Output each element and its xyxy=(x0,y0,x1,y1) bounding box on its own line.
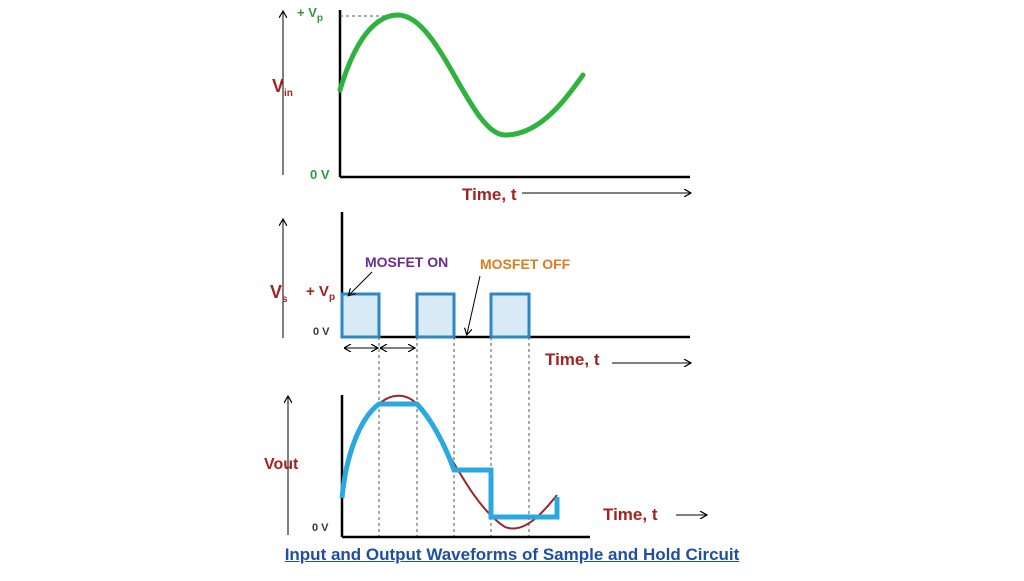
mosfet-off-pointer xyxy=(467,275,481,334)
vin-peak-label: + Vp xyxy=(297,5,323,24)
vout-axis-label: Vout xyxy=(264,456,299,473)
mosfet-off-label: MOSFET OFF xyxy=(480,256,571,272)
mosfet-on-label: MOSFET ON xyxy=(365,254,449,270)
vs-pulse-1 xyxy=(340,292,381,339)
mosfet-on-pointer xyxy=(349,271,373,295)
vout-zero-label: 0 V xyxy=(312,522,329,534)
vs-zero-label: 0 V xyxy=(313,326,330,338)
vs-time-label: Time, t xyxy=(545,350,600,369)
sample-guide-lines xyxy=(378,337,530,538)
vin-zero-label: 0 V xyxy=(310,167,330,182)
figure-caption[interactable]: Input and Output Waveforms of Sample and… xyxy=(284,545,740,564)
vs-panel xyxy=(283,212,690,363)
vin-panel xyxy=(283,10,690,193)
vin-sine-wave xyxy=(337,12,586,138)
vs-peak-label: + Vp xyxy=(306,283,336,303)
vout-held-output xyxy=(339,401,560,520)
vs-axis-label: Vs xyxy=(270,282,288,305)
vin-axis-label: Vin xyxy=(272,76,293,99)
vin-time-label: Time, t xyxy=(462,185,517,204)
vout-time-label: Time, t xyxy=(603,505,658,524)
vout-panel xyxy=(288,394,706,539)
vs-pulse-3 xyxy=(489,292,531,339)
vs-pulse-2 xyxy=(415,292,456,339)
vout-input-trace xyxy=(378,394,558,530)
